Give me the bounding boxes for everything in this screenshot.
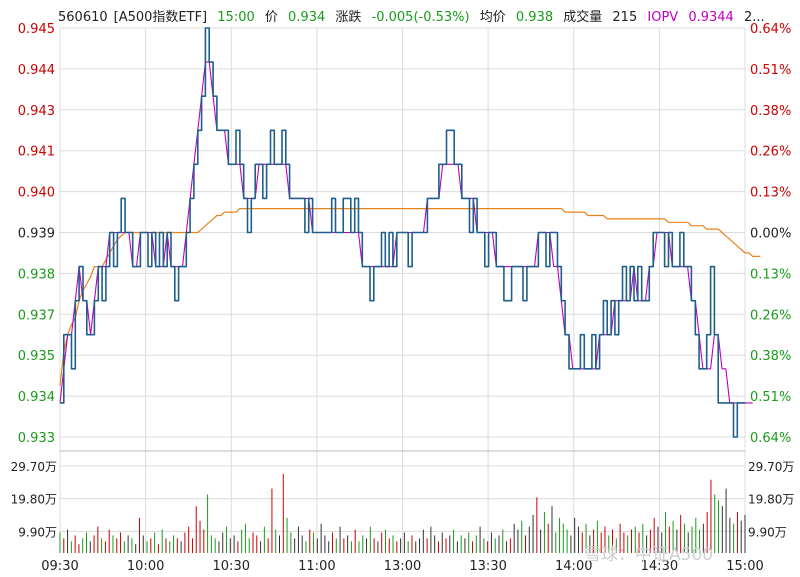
- change-label: 涨跌: [335, 10, 362, 25]
- volume-tick-label: 19.80万: [748, 493, 794, 507]
- volume-tick-label: 9.90万: [18, 525, 57, 539]
- price-tick-label: 0.945: [18, 22, 55, 37]
- percent-axis-right: 0.64% 0.51% 0.38% 0.26% 0.13% 0.00% 0.13% 0.26%…: [750, 22, 791, 446]
- time-tick-label: 13:30: [469, 559, 506, 574]
- percent-tick-label: 0.26%: [750, 308, 791, 323]
- security-code: 560610: [58, 10, 108, 25]
- price-series-line: [60, 27, 745, 438]
- percent-tick-label: 0.38%: [750, 349, 791, 364]
- time-tick-label: 09:30: [41, 559, 78, 574]
- time-axis: 09:30 10:00 10:30 11:00 13:00 13:30 14:00 14:30…: [41, 559, 763, 574]
- iopv-value: 0.9344: [688, 10, 734, 25]
- percent-tick-label: 0.26%: [750, 145, 791, 160]
- price-tick-label: 0.939: [18, 227, 55, 242]
- quote-header: 560610 [A500指数ETF] 15:00 价 0.934 涨跌 -0.00…: [58, 6, 771, 25]
- volume-axis-left: 29.70万 19.80万 9.90万: [11, 460, 57, 539]
- percent-tick-label: 0.51%: [750, 63, 791, 78]
- series-lines: [59, 27, 761, 438]
- security-name: [A500指数ETF]: [113, 10, 208, 25]
- price-tick-label: 0.937: [18, 308, 55, 323]
- price-tick-label: 0.944: [18, 63, 55, 78]
- volume-bars: [59, 473, 746, 553]
- volume-tick-label: 29.70万: [748, 460, 794, 474]
- percent-tick-label: 0.00%: [750, 227, 791, 242]
- percent-tick-label: 0.51%: [750, 390, 791, 405]
- quote-time: 15:00: [217, 10, 255, 25]
- percent-tick-label: 0.38%: [750, 104, 791, 119]
- price-tick-label: 0.943: [18, 104, 55, 119]
- last-price: 0.934: [288, 10, 326, 25]
- price-axis-left: 0.945 0.944 0.943 0.941 0.940 0.939 0.938 0.937…: [18, 22, 55, 446]
- time-tick-label: 10:00: [127, 559, 164, 574]
- time-tick-label: 14:00: [555, 559, 592, 574]
- price-change: -0.005(-0.53%): [371, 10, 470, 25]
- price-tick-label: 0.940: [18, 186, 55, 201]
- avg-label: 均价: [479, 10, 506, 25]
- volume-label: 成交量: [563, 10, 603, 25]
- percent-tick-label: 0.13%: [750, 267, 791, 282]
- avg-price: 0.938: [515, 10, 554, 25]
- price-tick-label: 0.941: [18, 145, 55, 160]
- iopv-label: IOPV: [647, 10, 679, 25]
- price-tick-label: 0.933: [18, 431, 55, 446]
- time-tick-label: 10:30: [213, 559, 250, 574]
- time-tick-label: 11:00: [298, 559, 335, 574]
- time-tick-label: 15:00: [726, 559, 763, 574]
- price-label: 价: [264, 10, 278, 25]
- time-tick-label: 14:30: [641, 559, 678, 574]
- price-tick-label: 0.938: [18, 267, 55, 282]
- volume-tick-label: 9.90万: [748, 525, 787, 539]
- price-tick-label: 0.934: [18, 390, 55, 405]
- percent-tick-label: 0.64%: [750, 431, 791, 446]
- volume-value: 215: [612, 10, 638, 25]
- watermark: 雪球：中证A500: [584, 545, 714, 565]
- price-tick-label: 0.935: [18, 349, 55, 364]
- volume-axis-right: 29.70万 19.80万 9.90万: [748, 460, 794, 539]
- percent-tick-label: 0.64%: [750, 22, 791, 37]
- volume-tick-label: 19.80万: [11, 493, 57, 507]
- header-more: 2...: [743, 10, 765, 25]
- volume-tick-label: 29.70万: [11, 460, 57, 474]
- time-tick-label: 13:00: [384, 559, 421, 574]
- percent-tick-label: 0.13%: [750, 186, 791, 201]
- avg-series-line: [59, 208, 761, 386]
